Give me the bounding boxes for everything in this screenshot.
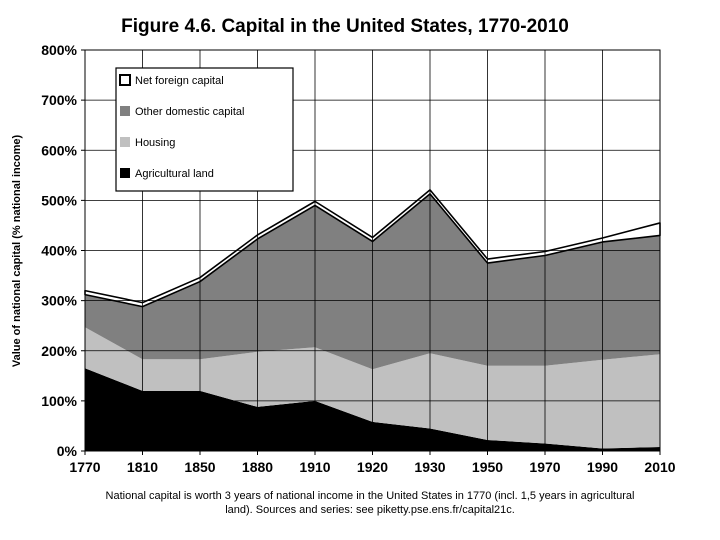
legend-label: Housing [135, 137, 175, 149]
legend: Net foreign capital Other domestic capita… [115, 67, 294, 192]
y-axis-ticks: 0% 100% 200% 300% 400% 500% 600% 700% 800% [41, 42, 85, 459]
x-tick-label: 1880 [242, 459, 273, 475]
legend-label: Net foreign capital [135, 75, 224, 87]
legend-swatch [119, 74, 131, 86]
y-tick-label: 200% [41, 343, 77, 359]
area-agricultural-land [85, 368, 660, 451]
legend-swatch [120, 137, 130, 147]
x-tick-label: 1850 [184, 459, 215, 475]
legend-swatch [120, 106, 130, 116]
y-tick-label: 0% [57, 443, 78, 459]
plot-frame [84, 49, 661, 452]
x-tick-label: 2010 [644, 459, 675, 475]
legend-box [115, 67, 294, 192]
x-tick-label: 1990 [587, 459, 618, 475]
y-tick-label: 700% [41, 92, 77, 108]
x-tick-label: 1920 [357, 459, 388, 475]
x-tick-label: 1910 [299, 459, 330, 475]
legend-label: Agricultural land [135, 168, 214, 180]
y-tick-label: 300% [41, 293, 77, 309]
y-tick-label: 800% [41, 42, 77, 58]
x-axis-ticks: 1770 1810 1850 1880 1910 1920 1930 1950 1970 1990… [69, 451, 676, 475]
legend-label: Other domestic capital [135, 106, 244, 118]
x-tick-label: 1770 [69, 459, 100, 475]
y-tick-label: 600% [41, 142, 77, 158]
x-tick-label: 1930 [414, 459, 445, 475]
x-tick-label: 1950 [472, 459, 503, 475]
chart-title: Figure 4.6. Capital in the United States… [121, 16, 569, 37]
y-tick-label: 100% [41, 393, 77, 409]
x-tick-label: 1970 [529, 459, 560, 475]
y-tick-label: 400% [41, 243, 77, 259]
y-tick-label: 500% [41, 192, 77, 208]
y-axis-label: Value of national capital (% national in… [11, 135, 23, 368]
legend-swatch [120, 168, 130, 178]
x-tick-label: 1810 [127, 459, 158, 475]
chart-caption: National capital is worth 3 years of nat… [105, 490, 635, 516]
